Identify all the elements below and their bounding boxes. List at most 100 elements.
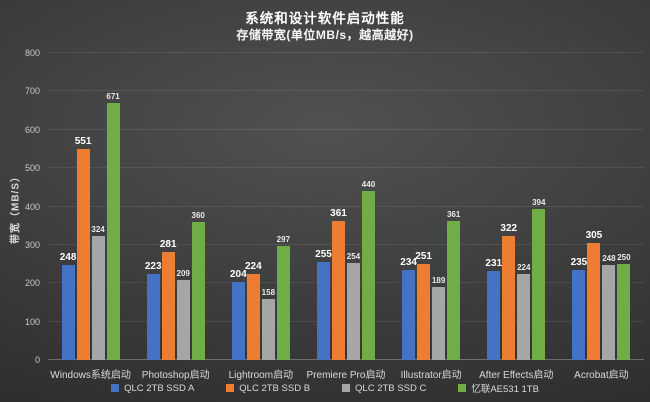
bar-QLC 2TB SSD C: 324	[91, 225, 105, 360]
gridline	[48, 320, 644, 322]
bar-QLC 2TB SSD B: 224	[245, 261, 262, 360]
bar-QLC 2TB SSD B: 361	[330, 208, 347, 360]
bar-value-label: 248	[59, 251, 77, 263]
x-axis-label: Photoshop启动	[141, 370, 210, 381]
bars: 248 551 324 671	[48, 53, 133, 360]
bar-QLC 2TB SSD B: 305	[586, 230, 602, 360]
y-tick-label: 300	[24, 239, 40, 250]
bar-QLC 2TB SSD C: 158	[262, 288, 275, 360]
bar-value-label: 671	[106, 91, 120, 101]
bar-value-label: 254	[346, 251, 361, 261]
legend-label: QLC 2TB SSD B	[239, 382, 311, 394]
x-axis-line	[48, 359, 644, 360]
bar-QLC 2TB SSD B: 251	[415, 251, 432, 360]
legend-swatch	[458, 384, 467, 392]
bar-value-label: 235	[570, 256, 588, 268]
legend-swatch	[342, 384, 351, 392]
bar-group: 235 305 248 250 Acrobat启动	[559, 53, 644, 381]
bar-group: 255 361 254 440 Premiere Pro启动	[303, 53, 388, 381]
x-axis-label: Windows系统启动	[50, 370, 131, 381]
bar-QLC 2TB SSD A: 231	[485, 258, 502, 360]
legend-label: QLC 2TB SSD C	[355, 382, 427, 394]
gridline	[48, 90, 644, 92]
legend: QLC 2TB SSD A QLC 2TB SSD B QLC 2TB SSD C 忆…	[0, 381, 650, 395]
bar-value-label: 204	[230, 268, 247, 280]
bar-value-label: 251	[415, 250, 432, 262]
bar-QLC 2TB SSD C: 224	[517, 263, 530, 360]
bar-忆联AE531 1TB: 440	[362, 180, 375, 360]
gridline	[48, 167, 644, 169]
bar-value-label: 209	[176, 268, 190, 278]
bar-value-label: 394	[532, 197, 546, 207]
gridline	[48, 205, 644, 207]
bar-value-label: 234	[400, 257, 417, 269]
bar-value-label: 189	[431, 276, 446, 286]
gridline	[48, 128, 644, 130]
y-tick-label: 600	[24, 124, 40, 135]
x-axis-label: Acrobat启动	[574, 370, 629, 381]
bar-QLC 2TB SSD C: 189	[432, 276, 445, 360]
legend-label: QLC 2TB SSD A	[124, 382, 195, 394]
bar-value-label: 248	[602, 253, 616, 263]
legend-item: QLC 2TB SSD A	[111, 383, 194, 394]
y-tick-label: 200	[24, 278, 40, 289]
chart-title: 系统和设计软件启动性能	[245, 11, 405, 26]
y-tick-label: 700	[24, 86, 40, 97]
bar-value-label: 551	[74, 135, 92, 147]
legend-swatch	[226, 384, 235, 392]
bar-group: 234 251 189 361 Illustrator启动	[389, 53, 474, 381]
bars: 234 251 189 361	[389, 53, 474, 360]
bar-QLC 2TB SSD B: 551	[75, 136, 91, 360]
bar-QLC 2TB SSD A: 234	[400, 257, 417, 360]
bar-QLC 2TB SSD A: 235	[571, 257, 587, 360]
legend-item: QLC 2TB SSD B	[226, 383, 310, 394]
bar-groups: 248 551 324 671 Windows系统启动 223 281 209 360 Photo…	[48, 53, 644, 381]
bar-value-label: 297	[276, 235, 291, 245]
y-tick-label: 100	[24, 316, 40, 327]
bar-value-label: 231	[485, 258, 503, 270]
bar-group: 223 281 209 360 Photoshop启动	[133, 53, 218, 381]
bar-忆联AE531 1TB: 671	[106, 92, 120, 360]
bar-QLC 2TB SSD B: 281	[160, 239, 177, 360]
y-axis-title: 带宽（MB/S）	[10, 171, 22, 244]
bar-value-label: 281	[159, 239, 177, 251]
bar-group: 204 224 158 297 Lightroom启动	[218, 53, 303, 381]
bar-忆联AE531 1TB: 250	[617, 253, 631, 360]
bar-value-label: 361	[330, 208, 347, 220]
bar-忆联AE531 1TB: 361	[447, 210, 460, 360]
x-axis-label: After Effects启动	[479, 370, 554, 381]
bar-value-label: 223	[144, 261, 162, 273]
legend-label: 忆联AE531 1TB	[471, 384, 539, 395]
bars: 204 224 158 297	[218, 53, 303, 360]
bar-value-label: 250	[617, 253, 631, 263]
gridline	[48, 243, 644, 245]
bar-QLC 2TB SSD A: 223	[145, 261, 162, 360]
bar-group: 248 551 324 671 Windows系统启动	[48, 53, 133, 381]
bars: 223 281 209 360	[133, 53, 218, 360]
bar-value-label: 360	[191, 210, 205, 220]
gridline	[48, 52, 644, 53]
bars: 231 322 224 394	[474, 53, 559, 360]
y-tick-label: 400	[24, 201, 40, 212]
bar-value-label: 224	[517, 263, 531, 273]
bar-QLC 2TB SSD B: 322	[500, 223, 517, 360]
bar-value-label: 361	[446, 210, 461, 220]
bar-value-label: 440	[361, 180, 376, 190]
bar-group: 231 322 224 394 After Effects启动	[474, 53, 559, 381]
x-axis-label: Illustrator启动	[400, 370, 462, 381]
bar-value-label: 158	[261, 288, 276, 298]
bar-QLC 2TB SSD A: 248	[60, 252, 76, 360]
bar-value-label: 305	[585, 229, 603, 241]
legend-swatch	[111, 384, 120, 392]
bar-忆联AE531 1TB: 394	[532, 198, 545, 360]
bar-QLC 2TB SSD A: 204	[230, 269, 247, 360]
bar-QLC 2TB SSD C: 248	[602, 254, 616, 360]
x-axis-label: Premiere Pro启动	[306, 370, 386, 381]
bar-忆联AE531 1TB: 360	[192, 211, 205, 360]
bar-value-label: 324	[91, 224, 105, 234]
plot-area: 0 100 200 300 400 500 600 700 800 248 551 324 671 Win…	[25, 48, 644, 381]
bar-QLC 2TB SSD A: 255	[315, 249, 332, 360]
x-axis-label: Lightroom启动	[228, 370, 294, 381]
bar-QLC 2TB SSD C: 209	[177, 269, 190, 360]
